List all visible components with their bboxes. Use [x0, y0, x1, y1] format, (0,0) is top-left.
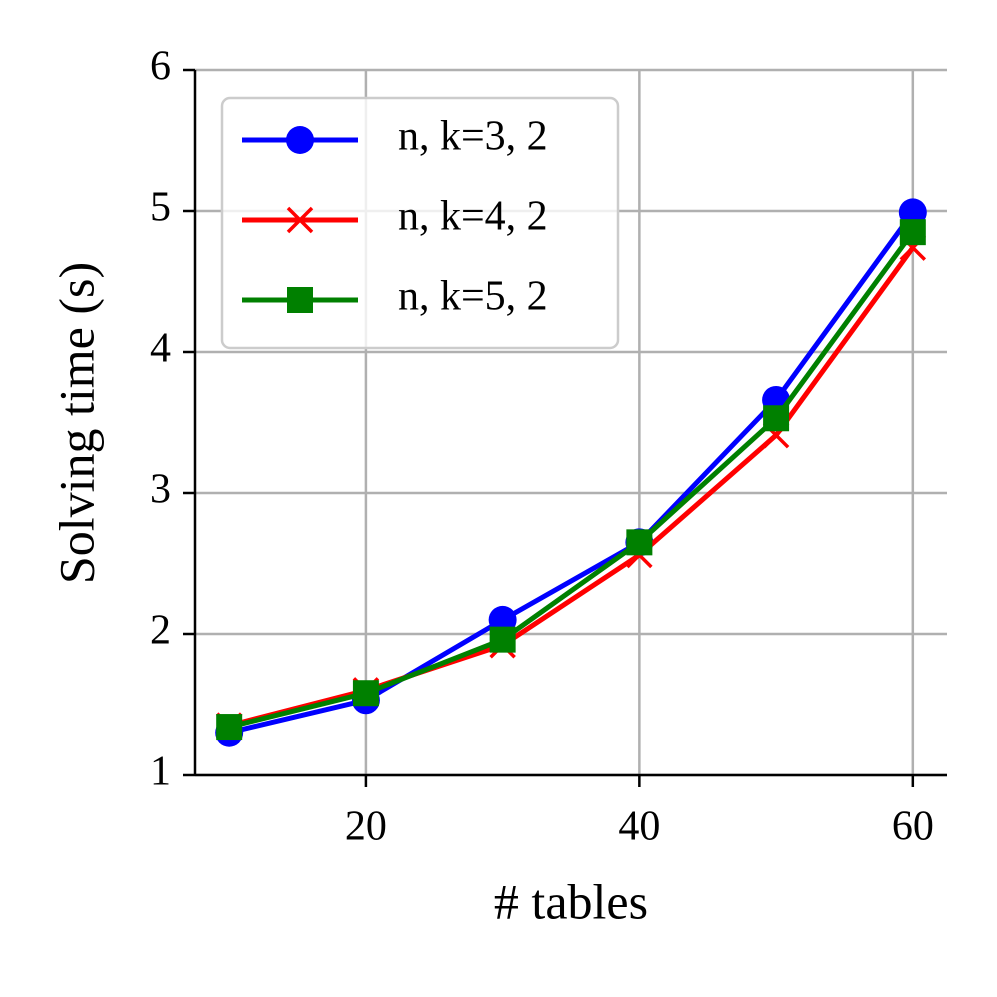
- legend-marker: [286, 126, 314, 154]
- x-tick-label: 60: [892, 804, 934, 850]
- x-tick-label: 40: [618, 804, 660, 850]
- legend-label: n, k=4, 2: [398, 194, 548, 240]
- y-tick-label: 5: [150, 185, 171, 231]
- legend-marker: [287, 287, 313, 313]
- legend-label: n, k=5, 2: [398, 274, 548, 320]
- legend-label: n, k=3, 2: [398, 114, 548, 160]
- y-tick-label: 3: [150, 467, 171, 513]
- y-axis-label: Solving time (s): [48, 262, 104, 584]
- x-tick-label: 20: [345, 804, 387, 850]
- series-line: [228, 246, 915, 729]
- marker: [763, 405, 790, 432]
- marker: [899, 219, 926, 246]
- legend-marker: [286, 206, 314, 234]
- marker: [626, 529, 653, 556]
- series-line: [228, 230, 915, 730]
- marker: [216, 714, 243, 741]
- y-tick-label: 6: [150, 44, 171, 90]
- series-line: [228, 210, 915, 736]
- marker: [352, 680, 379, 707]
- y-tick-label: 2: [150, 608, 171, 654]
- marker: [489, 626, 516, 653]
- y-tick-label: 1: [150, 749, 171, 795]
- legend-box: [220, 96, 620, 350]
- y-tick-label: 4: [150, 326, 171, 372]
- x-axis-label: # tables: [494, 873, 648, 929]
